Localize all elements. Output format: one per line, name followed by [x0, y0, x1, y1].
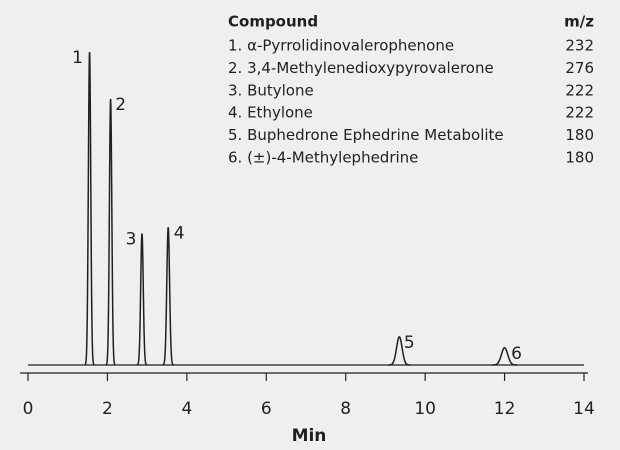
peak [136, 233, 148, 366]
peak [491, 346, 518, 366]
legend-compound: 1. α-Pyrrolidinovalerophenone [228, 37, 454, 55]
peak-label: 5 [404, 333, 415, 353]
x-tick-label: 10 [414, 399, 436, 419]
legend-mz: 222 [565, 104, 594, 122]
peak-label: 2 [115, 95, 126, 115]
legend-compound: 2. 3,4-Methylenedioxypyrovalerone [228, 59, 494, 77]
peak-label: 3 [126, 230, 137, 250]
x-axis-label: Min [292, 426, 327, 446]
legend-mz: 180 [565, 126, 594, 144]
peak-label: 1 [72, 48, 83, 68]
x-tick-label: 14 [573, 399, 595, 419]
legend-compound: 6. (±)-4-Methylephedrine [228, 149, 418, 167]
legend-compound: 5. Buphedrone Ephedrine Metabolite [228, 126, 504, 144]
peak [84, 51, 95, 366]
legend-header: m/z [564, 13, 594, 31]
peak [388, 335, 411, 366]
peak [105, 98, 116, 366]
legend-mz: 222 [565, 81, 594, 99]
x-tick-label: 6 [261, 399, 272, 419]
legend-compound: 4. Ethylone [228, 104, 313, 122]
legend-header: Compound [228, 13, 318, 31]
peak [162, 227, 174, 366]
peak-label: 4 [174, 223, 185, 243]
legend-compound: 3. Butylone [228, 81, 314, 99]
x-tick-label: 0 [23, 399, 34, 419]
legend-mz: 276 [565, 59, 594, 77]
peak-label: 6 [511, 344, 522, 364]
x-tick-label: 2 [102, 399, 113, 419]
x-tick-label: 4 [181, 399, 192, 419]
legend-mz: 180 [565, 149, 594, 167]
legend-mz: 232 [565, 37, 594, 55]
x-tick-label: 12 [494, 399, 516, 419]
x-tick-label: 8 [340, 399, 351, 419]
